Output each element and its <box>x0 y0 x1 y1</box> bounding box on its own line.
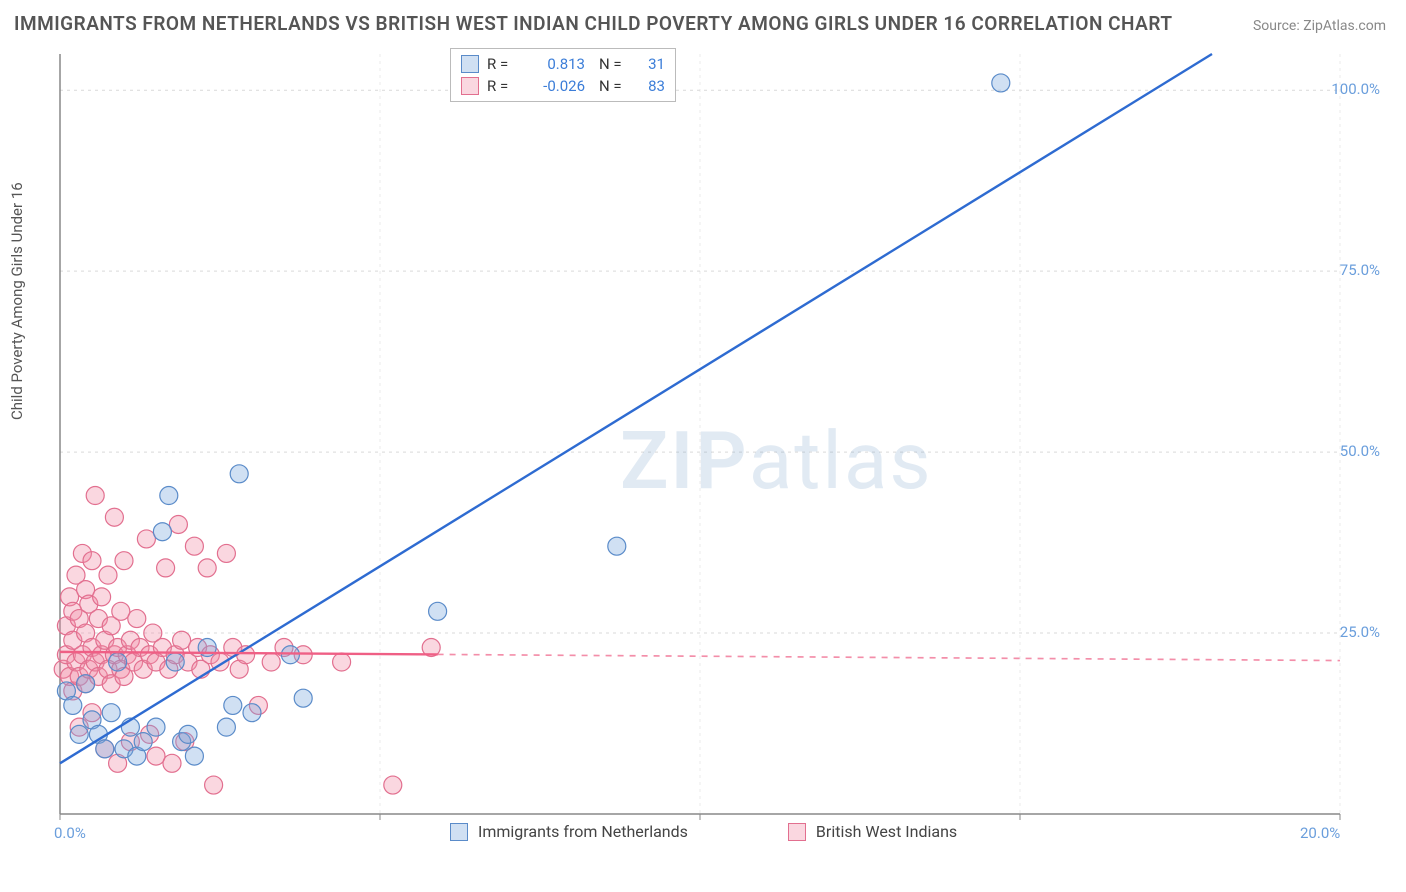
x-tick-label: 20.0% <box>1300 824 1340 842</box>
y-tick-label: 50.0% <box>1340 442 1380 460</box>
legend-swatch <box>788 823 806 841</box>
source-label: Source: <box>1253 18 1300 34</box>
chart-area: 25.0%50.0%75.0%100.0%0.0%20.0% ZIPatlas … <box>50 44 1390 844</box>
legend-correlation-row: R = -0.026 N = 83 <box>461 75 665 97</box>
source-attribution: Source: ZipAtlas.com <box>1253 18 1386 34</box>
y-tick-label: 100.0% <box>1331 80 1380 98</box>
legend-correlation: R = 0.813 N = 31 R = -0.026 N = 83 <box>450 48 676 102</box>
legend-swatch <box>461 55 479 73</box>
chart-title: IMMIGRANTS FROM NETHERLANDS VS BRITISH W… <box>14 12 1173 35</box>
y-tick-label: 25.0% <box>1340 623 1380 641</box>
source-value: ZipAtlas.com <box>1303 18 1386 34</box>
r-label: R = <box>487 55 517 73</box>
n-value: 31 <box>635 55 665 73</box>
legend-series-label: Immigrants from Netherlands <box>478 822 688 841</box>
y-tick-label: 75.0% <box>1340 261 1380 279</box>
legend-swatch <box>450 823 468 841</box>
x-tick-label: 0.0% <box>54 824 86 842</box>
n-value: 83 <box>635 77 665 95</box>
r-value: -0.026 <box>525 77 585 95</box>
r-value: 0.813 <box>525 55 585 73</box>
legend-series: Immigrants from Netherlands British West … <box>450 822 957 841</box>
scatter-chart <box>50 44 1390 844</box>
y-axis-label: Child Poverty Among Girls Under 16 <box>8 182 26 420</box>
n-label: N = <box>599 77 627 95</box>
r-label: R = <box>487 77 517 95</box>
legend-correlation-row: R = 0.813 N = 31 <box>461 53 665 75</box>
n-label: N = <box>599 55 627 73</box>
legend-series-label: British West Indians <box>816 822 957 841</box>
legend-swatch <box>461 77 479 95</box>
